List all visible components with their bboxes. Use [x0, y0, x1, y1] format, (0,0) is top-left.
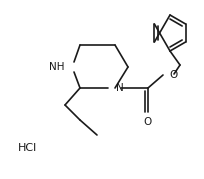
Text: O: O — [144, 117, 152, 127]
Text: NH: NH — [49, 62, 64, 72]
Text: HCl: HCl — [18, 143, 37, 153]
Text: N: N — [116, 83, 124, 93]
Text: O: O — [169, 70, 177, 80]
